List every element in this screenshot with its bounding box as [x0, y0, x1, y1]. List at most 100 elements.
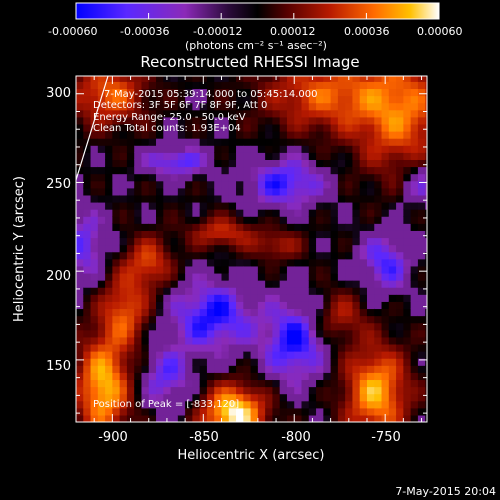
heatmap-cell	[192, 230, 201, 239]
heatmap-cell	[265, 379, 274, 388]
heatmap-cell	[330, 336, 339, 345]
heatmap-cell	[156, 201, 164, 210]
heatmap-cell	[301, 109, 310, 118]
heatmap-cell	[228, 209, 237, 217]
heatmap-cell	[265, 336, 274, 345]
heatmap-cell	[301, 102, 310, 111]
heatmap-cell	[250, 351, 259, 359]
heatmap-cell	[199, 400, 208, 409]
heatmap-cell	[185, 379, 193, 388]
heatmap-cell	[243, 386, 252, 395]
heatmap-cell	[221, 223, 230, 231]
heatmap-cell	[396, 81, 404, 90]
heatmap-cell	[308, 343, 317, 352]
heatmap-cell	[126, 123, 135, 132]
heatmap-cell	[97, 194, 106, 203]
heatmap-cell	[76, 265, 84, 274]
heatmap-cell	[170, 237, 179, 246]
heatmap-cell	[76, 315, 84, 324]
heatmap-cell	[105, 194, 113, 203]
heatmap-cell	[366, 180, 375, 189]
heatmap-cell	[105, 159, 113, 168]
heatmap-cell	[316, 230, 324, 239]
heatmap-cell	[221, 88, 230, 97]
heatmap-cell	[243, 173, 252, 182]
heatmap-cell	[119, 201, 128, 210]
heatmap-cell	[214, 265, 223, 274]
heatmap-cell	[403, 379, 412, 388]
heatmap-cell	[381, 131, 390, 139]
heatmap-cell	[417, 258, 426, 267]
heatmap-cell	[374, 159, 383, 168]
heatmap-cell	[156, 301, 164, 310]
heatmap-cell	[170, 230, 179, 239]
heatmap-cell	[83, 76, 92, 82]
heatmap-cell	[396, 223, 404, 231]
heatmap-cell	[177, 95, 186, 104]
heatmap-cell	[417, 180, 426, 189]
heatmap-cell	[177, 237, 186, 246]
heatmap-cell	[279, 88, 288, 97]
heatmap-cell	[352, 301, 361, 310]
heatmap-cell	[112, 81, 121, 90]
heatmap-cell	[323, 244, 332, 253]
heatmap-cell	[221, 109, 230, 118]
heatmap-cell	[265, 287, 274, 295]
heatmap-cell	[90, 109, 99, 118]
heatmap-cell	[316, 400, 324, 409]
heatmap-cell	[272, 131, 281, 139]
heatmap-cell	[388, 372, 397, 381]
heatmap-cell	[141, 372, 150, 381]
heatmap-cell	[359, 365, 368, 373]
heatmap-cell	[396, 237, 404, 246]
heatmap-cell	[323, 287, 332, 295]
colorbar-tick-label: 0.00036	[344, 25, 390, 38]
heatmap-cell	[425, 116, 427, 125]
heatmap-cell	[206, 173, 215, 182]
heatmap-cell	[90, 166, 99, 175]
heatmap-cell	[83, 407, 92, 416]
heatmap-cell	[126, 81, 135, 90]
heatmap-cell	[279, 201, 288, 210]
heatmap-cell	[119, 379, 128, 388]
heatmap-cell	[105, 76, 113, 82]
heatmap-cell	[119, 166, 128, 175]
heatmap-cell	[199, 351, 208, 359]
heatmap-cell	[374, 280, 383, 288]
heatmap-cell	[199, 379, 208, 388]
heatmap-cell	[214, 194, 223, 203]
heatmap-cell	[352, 244, 361, 253]
heatmap-cell	[388, 414, 397, 422]
heatmap-cell	[388, 173, 397, 182]
heatmap-cell	[425, 379, 427, 388]
heatmap-cell	[417, 343, 426, 352]
heatmap-cell	[410, 258, 419, 267]
heatmap-cell	[316, 379, 324, 388]
heatmap-cell	[97, 372, 106, 381]
heatmap-cell	[352, 166, 361, 175]
heatmap-cell	[265, 88, 274, 97]
heatmap-cell	[76, 152, 84, 160]
heatmap-cell	[97, 393, 106, 402]
heatmap-cell	[316, 237, 324, 246]
heatmap-cell	[112, 116, 121, 125]
heatmap-cell	[403, 123, 412, 132]
heatmap-cell	[141, 315, 150, 324]
heatmap-cell	[148, 116, 157, 125]
heatmap-cell	[396, 372, 404, 381]
heatmap-cell	[308, 194, 317, 203]
heatmap-cell	[410, 166, 419, 175]
heatmap-cell	[330, 237, 339, 246]
heatmap-cell	[272, 123, 281, 132]
x-tick-label: -750	[371, 430, 401, 445]
heatmap-cell	[206, 131, 215, 139]
heatmap-cell	[156, 393, 164, 402]
heatmap-cell	[214, 187, 223, 196]
heatmap-cell	[417, 95, 426, 104]
heatmap-cell	[199, 152, 208, 160]
heatmap-cell	[323, 237, 332, 246]
heatmap-cell	[330, 343, 339, 352]
heatmap-cell	[156, 244, 164, 253]
heatmap-cell	[97, 201, 106, 210]
y-tick-label: 250	[46, 177, 71, 192]
